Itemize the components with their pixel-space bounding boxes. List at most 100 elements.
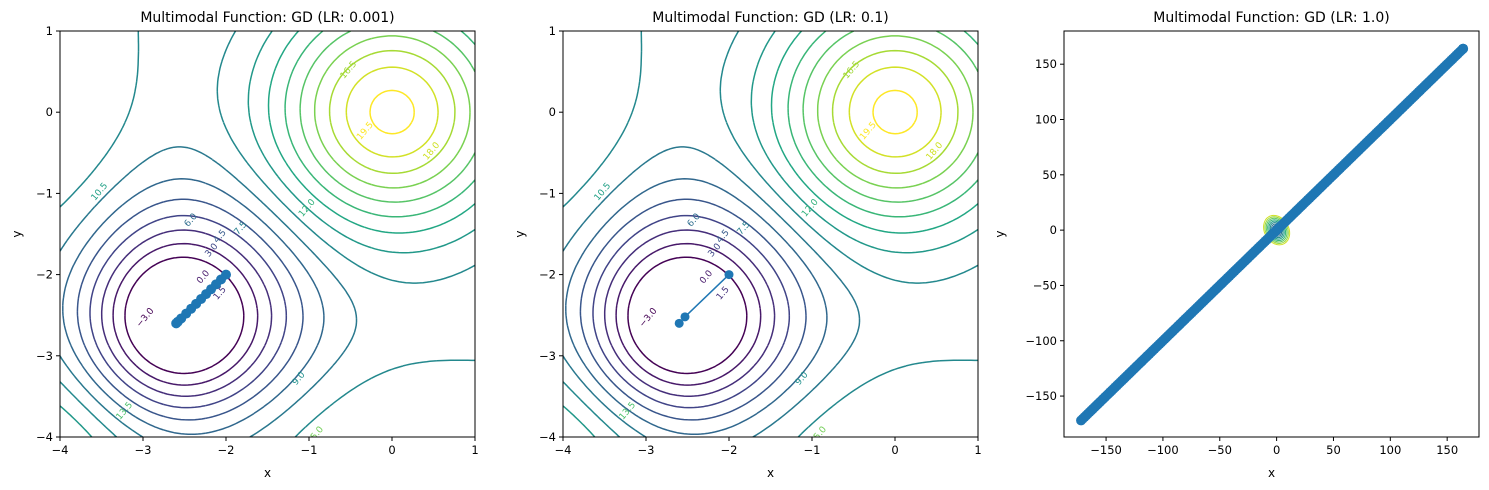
y-tick-label: −3	[36, 349, 53, 363]
y-tick-label: −150	[1025, 389, 1057, 403]
y-tick-label: −1	[539, 186, 556, 200]
x-tick-label: −150	[1090, 443, 1122, 457]
x-tick-label: −1	[804, 443, 821, 457]
path-point	[171, 318, 182, 329]
x-tick-label: −50	[1208, 443, 1232, 457]
x-tick-label: 1	[471, 443, 478, 457]
y-tick-label: 1	[46, 24, 53, 38]
descent-path-1	[171, 269, 231, 329]
x-tick-label: −3	[638, 443, 655, 457]
x-tick-label: 150	[1436, 443, 1458, 457]
subplot-2-title: Multimodal Function: GD (LR: 0.1)	[652, 10, 888, 26]
axes-frame-3	[1063, 30, 1480, 438]
x-tick-label: 0	[1273, 443, 1280, 457]
y-tick-label: −2	[539, 268, 556, 282]
y-axis-label-2: y	[513, 230, 527, 237]
y-tick-label: −100	[1025, 334, 1057, 348]
contour-label: −3.0	[638, 306, 660, 329]
contour-label: 10.5	[593, 181, 614, 203]
path-point	[680, 312, 690, 322]
contour-line	[100, 229, 273, 398]
contour-line	[62, 178, 325, 436]
y-tick-label: 0	[46, 105, 53, 119]
contour-line	[802, 31, 978, 203]
axes-frame-1	[59, 30, 476, 438]
contour-line	[848, 66, 942, 158]
contour-line	[579, 198, 807, 421]
subplot-3: Multimodal Function: GD (LR: 1.0) −150 −1…	[993, 10, 1480, 480]
contour-label: 0.0	[698, 268, 715, 286]
x-tick-label: 0	[388, 443, 395, 457]
contour-line	[60, 31, 475, 437]
contour-line	[76, 198, 304, 421]
contour-line	[603, 229, 776, 398]
contour-line	[563, 146, 861, 437]
x-tick-label: 1	[974, 443, 981, 457]
y-tick-label: −2	[36, 268, 53, 282]
subplot-1-title: Multimodal Function: GD (LR: 0.001)	[140, 10, 394, 26]
contour-label: 16.5	[842, 59, 863, 81]
y-axis-label-1: y	[10, 230, 24, 237]
x-tick-label: −100	[1147, 443, 1179, 457]
x-tick-label: 100	[1379, 443, 1401, 457]
ticks-1: −4 −3 −2 −1 0 1 −4 −3 −2 −1 0 1	[36, 24, 479, 457]
contour-line	[267, 31, 475, 234]
path-point	[1458, 43, 1469, 54]
contour-line	[328, 49, 456, 175]
scatter-plot-3	[1076, 43, 1469, 426]
contour-label: 16.5	[339, 59, 360, 81]
x-tick-label: −2	[218, 443, 235, 457]
x-axis-label-1: x	[264, 466, 271, 480]
contour-line	[60, 146, 358, 437]
y-tick-label: 1	[549, 24, 556, 38]
x-axis-label-3: x	[1268, 466, 1275, 480]
path-point	[674, 318, 684, 328]
contour-line	[592, 214, 791, 409]
contour-plot-1: −3.00.01.53.04.56.0 7.59.010.512.013.515.…	[60, 31, 475, 437]
contour-label: 0.0	[195, 268, 212, 286]
x-tick-label: 0	[891, 443, 898, 457]
contour-line	[369, 89, 415, 135]
contour-label: 7.5	[736, 220, 753, 237]
y-tick-label: 150	[1035, 57, 1057, 71]
contour-line	[60, 31, 475, 437]
x-tick-label: −2	[721, 443, 738, 457]
contour-label: 6.0	[686, 212, 703, 230]
contour-line	[345, 66, 439, 158]
contour-label: 1.5	[715, 285, 732, 302]
y-tick-label: 50	[1042, 168, 1057, 182]
contour-line	[299, 31, 475, 203]
contour-line	[787, 31, 978, 218]
ticks-2: −4 −3 −2 −1 0 1 −4 −3 −2 −1 0 1	[539, 24, 982, 457]
contour-label: 10.5	[90, 181, 111, 203]
y-tick-label: 0	[549, 105, 556, 119]
y-tick-label: −4	[539, 430, 556, 444]
contour-line	[831, 49, 959, 175]
contour-line	[770, 31, 978, 234]
y-tick-label: −50	[1033, 278, 1057, 292]
x-tick-label: 50	[1326, 443, 1341, 457]
contour-label: 6.0	[183, 212, 200, 230]
subplot-1: Multimodal Function: GD (LR: 0.001) −3.0…	[10, 10, 479, 480]
y-tick-label: −1	[36, 186, 53, 200]
contour-label: 9.0	[291, 370, 308, 388]
contour-label: −3.0	[135, 306, 157, 329]
x-tick-label: −4	[555, 443, 572, 457]
x-tick-label: −1	[301, 443, 318, 457]
contour-line	[615, 242, 762, 386]
contour-line	[284, 31, 475, 218]
y-tick-label: −3	[539, 349, 556, 363]
x-tick-label: −3	[135, 443, 152, 457]
x-tick-label: −4	[52, 443, 69, 457]
contour-label: 9.0	[794, 370, 811, 388]
subplot-3-title: Multimodal Function: GD (LR: 1.0)	[1153, 10, 1389, 26]
contour-line	[89, 214, 288, 409]
path-point	[724, 270, 734, 280]
contour-line	[872, 89, 918, 135]
contour-label: 7.5	[233, 220, 250, 237]
y-tick-label: −4	[36, 430, 53, 444]
descent-path-2	[674, 270, 734, 328]
y-tick-label: 0	[1050, 223, 1057, 237]
axes-frame-2	[562, 30, 979, 438]
